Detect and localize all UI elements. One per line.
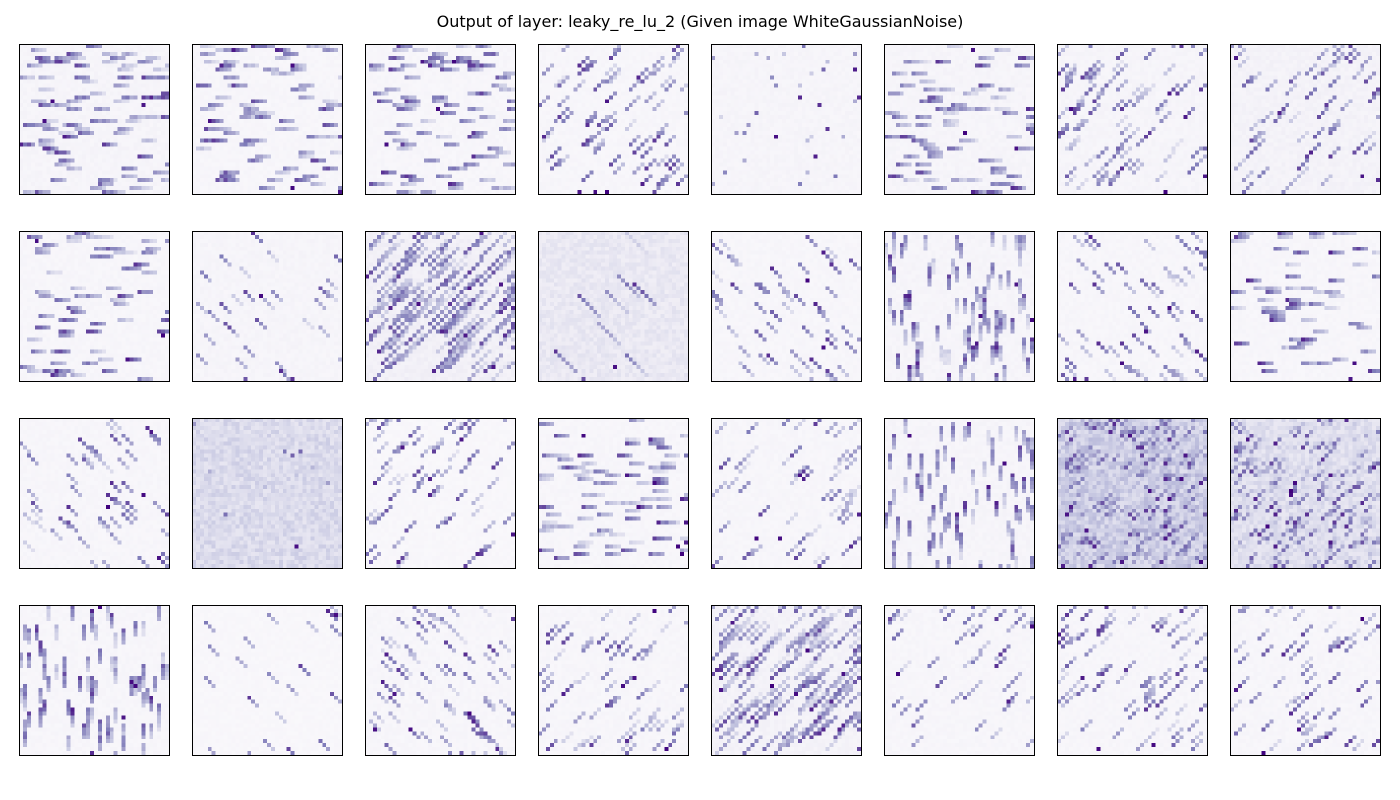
heatmap-image-31	[1230, 605, 1380, 755]
heatmap-panel-5	[884, 44, 1035, 195]
heatmap-image-28	[711, 605, 861, 755]
heatmap-image-20	[711, 418, 861, 568]
heatmap-panel-12	[711, 231, 862, 382]
heatmap-panel-11	[538, 231, 689, 382]
heatmap-image-15	[1230, 231, 1380, 381]
heatmap-panel-26	[365, 605, 516, 756]
heatmap-image-27	[538, 605, 688, 755]
heatmap-panel-31	[1230, 605, 1381, 756]
heatmap-image-11	[538, 231, 688, 381]
heatmap-image-4	[711, 44, 861, 194]
heatmap-panel-23	[1230, 418, 1381, 569]
heatmap-image-10	[365, 231, 515, 381]
heatmap-image-19	[538, 418, 688, 568]
heatmap-image-26	[365, 605, 515, 755]
heatmap-panel-16	[19, 418, 170, 569]
heatmap-panel-3	[538, 44, 689, 195]
heatmap-image-12	[711, 231, 861, 381]
heatmap-panel-21	[884, 418, 1035, 569]
heatmap-image-13	[884, 231, 1034, 381]
heatmap-image-17	[192, 418, 342, 568]
heatmap-panel-30	[1057, 605, 1208, 756]
heatmap-panel-28	[711, 605, 862, 756]
heatmap-panel-8	[19, 231, 170, 382]
heatmap-panel-22	[1057, 418, 1208, 569]
heatmap-panel-10	[365, 231, 516, 382]
heatmap-image-29	[884, 605, 1034, 755]
heatmap-panel-1	[192, 44, 343, 195]
heatmap-image-6	[1057, 44, 1207, 194]
heatmap-panel-13	[884, 231, 1035, 382]
heatmap-panel-7	[1230, 44, 1381, 195]
heatmap-image-3	[538, 44, 688, 194]
heatmap-panel-6	[1057, 44, 1208, 195]
figure-title: Output of layer: leaky_re_lu_2 (Given im…	[436, 12, 964, 31]
heatmap-image-25	[192, 605, 342, 755]
heatmap-image-24	[19, 605, 169, 755]
heatmap-image-2	[365, 44, 515, 194]
heatmap-panel-20	[711, 418, 862, 569]
heatmap-panel-18	[365, 418, 516, 569]
heatmap-image-30	[1057, 605, 1207, 755]
heatmap-image-16	[19, 418, 169, 568]
heatmap-panel-17	[192, 418, 343, 569]
heatmap-panel-15	[1230, 231, 1381, 382]
heatmap-panel-19	[538, 418, 689, 569]
heatmap-panel-14	[1057, 231, 1208, 382]
heatmap-panel-9	[192, 231, 343, 382]
heatmap-panel-27	[538, 605, 689, 756]
heatmap-image-7	[1230, 44, 1380, 194]
heatmap-image-21	[884, 418, 1034, 568]
heatmap-panel-25	[192, 605, 343, 756]
heatmap-panel-29	[884, 605, 1035, 756]
heatmap-image-5	[884, 44, 1034, 194]
heatmap-panel-4	[711, 44, 862, 195]
heatmap-image-18	[365, 418, 515, 568]
heatmap-panel-2	[365, 44, 516, 195]
heatmap-image-0	[19, 44, 169, 194]
heatmap-image-23	[1230, 418, 1380, 568]
heatmap-image-9	[192, 231, 342, 381]
heatmap-image-1	[192, 44, 342, 194]
heatmap-panel-24	[19, 605, 170, 756]
heatmap-image-8	[19, 231, 169, 381]
heatmap-panel-0	[19, 44, 170, 195]
heatmap-image-14	[1057, 231, 1207, 381]
heatmap-image-22	[1057, 418, 1207, 568]
